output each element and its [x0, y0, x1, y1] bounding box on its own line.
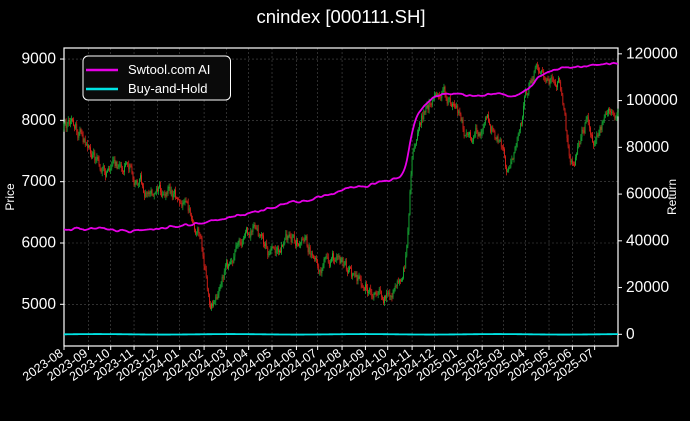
svg-text:7000: 7000 [22, 173, 57, 190]
svg-text:0: 0 [626, 326, 635, 343]
svg-text:Buy-and-Hold: Buy-and-Hold [128, 81, 208, 96]
svg-text:60000: 60000 [626, 186, 669, 203]
svg-text:Price: Price [3, 183, 17, 211]
svg-text:80000: 80000 [626, 139, 669, 156]
svg-text:40000: 40000 [626, 232, 669, 249]
svg-text:120000: 120000 [626, 45, 678, 62]
svg-text:5000: 5000 [22, 296, 57, 313]
svg-text:Swtool.com AI: Swtool.com AI [128, 62, 210, 77]
svg-text:8000: 8000 [22, 112, 57, 129]
svg-text:6000: 6000 [22, 234, 57, 251]
svg-text:9000: 9000 [22, 51, 57, 68]
svg-text:Return: Return [665, 179, 679, 215]
svg-text:20000: 20000 [626, 279, 669, 296]
svg-text:100000: 100000 [626, 92, 678, 109]
